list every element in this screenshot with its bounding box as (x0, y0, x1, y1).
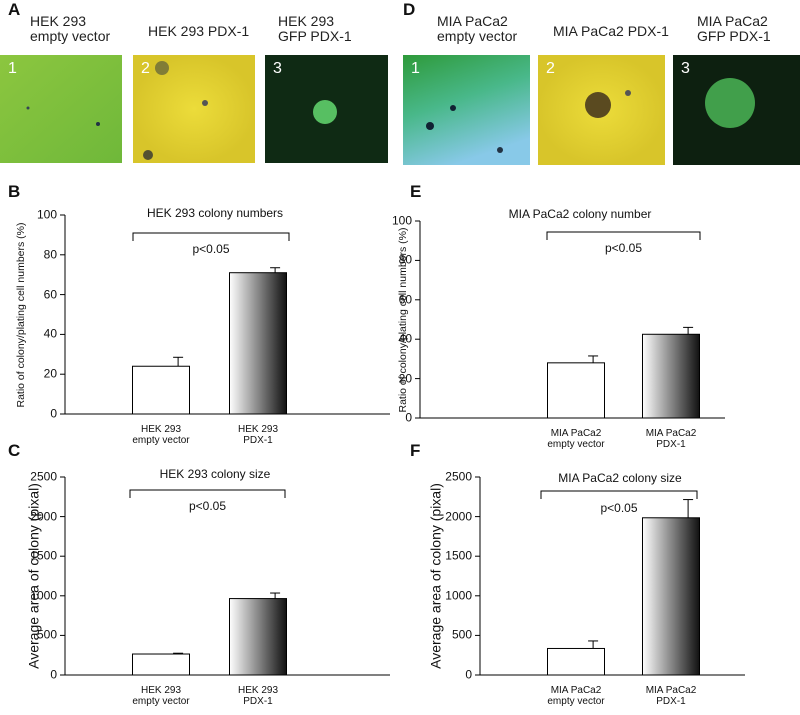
y-tick-label: 1500 (445, 548, 472, 563)
bar (132, 365, 190, 415)
x-tick-label: MIA PaCa2 PDX-1 (645, 428, 697, 450)
y-tick-label: 2500 (30, 469, 57, 484)
y-tick-label: 1500 (30, 548, 57, 563)
x-tick-label: HEK 293 PDX-1 (237, 685, 279, 707)
chart-title: MIA PaCa2 colony number (508, 207, 652, 221)
significance-label: p<0.05 (600, 501, 638, 515)
y-tick-label: 500 (451, 627, 472, 642)
image-number: 3 (681, 60, 690, 77)
image-label: HEK 293 empty vector (30, 13, 111, 45)
colony (96, 122, 100, 126)
colony (426, 122, 434, 130)
image-number: 1 (8, 60, 17, 77)
bar (229, 272, 287, 415)
y-tick-label: 60 (43, 287, 57, 301)
y-axis-label: Average area of colony (pixal) (427, 483, 444, 669)
bar (229, 598, 287, 676)
significance-label: p<0.05 (604, 241, 643, 255)
y-tick-label: 100 (391, 213, 412, 228)
image-number: 1 (411, 60, 420, 77)
bar (642, 517, 700, 676)
y-tick-label: 20 (398, 371, 412, 385)
significance-label: p<0.05 (192, 242, 230, 256)
panel-letter: D (403, 0, 416, 19)
micrograph (133, 55, 255, 163)
y-tick-label: 100 (36, 207, 57, 222)
significance-label: p<0.05 (188, 499, 227, 513)
colony (497, 147, 503, 153)
image-label: MIA PaCa2 empty vector (437, 13, 518, 45)
y-tick-label: 2000 (30, 509, 57, 523)
image-label: HEK 293 PDX-1 (148, 23, 250, 39)
panel-letter: A (8, 0, 21, 19)
significance-bracket (129, 489, 286, 498)
y-tick-label: 60 (398, 292, 412, 307)
x-tick-label: HEK 293 PDX-1 (237, 424, 279, 446)
y-tick-label: 0 (50, 667, 57, 682)
bar (547, 647, 605, 676)
x-tick-label: MIA PaCa2 PDX-1 (645, 685, 697, 707)
bar (547, 362, 605, 419)
x-tick-label: HEK 293 empty vector (132, 685, 190, 707)
y-tick-label: 2000 (445, 509, 472, 523)
y-tick-label: 500 (36, 627, 57, 642)
colony (450, 105, 456, 111)
chart-title: MIA PaCa2 colony size (558, 471, 682, 485)
colony (143, 150, 153, 160)
y-tick-label: 40 (43, 326, 57, 341)
x-tick-label: MIA PaCa2 empty vector (547, 685, 605, 707)
y-tick-label: 2500 (445, 469, 472, 484)
significance-bracket (132, 232, 290, 241)
panel-letter: E (410, 182, 422, 201)
panel-letter: F (410, 441, 421, 460)
y-axis-label: Ratio of colony/plating cell numbers (%) (15, 221, 28, 408)
y-tick-label: 0 (405, 410, 412, 425)
y-tick-label: 40 (398, 331, 412, 346)
bar (642, 333, 700, 419)
image-number: 2 (141, 60, 150, 77)
y-tick-label: 1000 (30, 588, 57, 603)
image-number: 2 (546, 60, 555, 77)
significance-bracket (540, 490, 698, 499)
colony (202, 100, 208, 106)
chart-title: HEK 293 colony numbers (146, 206, 284, 220)
image-number: 3 (273, 60, 282, 77)
colony (705, 78, 755, 128)
x-tick-label: MIA PaCa2 empty vector (547, 428, 605, 450)
colony (26, 106, 30, 110)
micrograph (403, 55, 530, 165)
image-label: HEK 293 GFP PDX-1 (278, 13, 352, 45)
image-label: MIA PaCa2 PDX-1 (553, 23, 669, 39)
bar (132, 653, 190, 676)
x-tick-label: HEK 293 empty vector (132, 424, 190, 446)
y-tick-label: 1000 (445, 588, 472, 603)
panel-letter: B (8, 182, 21, 201)
panel-letter: C (8, 441, 21, 460)
y-tick-label: 0 (465, 667, 472, 682)
micrographs (0, 55, 800, 165)
y-tick-label: 80 (398, 252, 412, 267)
image-label: MIA PaCa2 GFP PDX-1 (697, 13, 771, 45)
colony (313, 100, 337, 124)
colony (625, 90, 631, 96)
micrograph (0, 55, 122, 163)
y-tick-label: 0 (50, 406, 57, 421)
y-tick-label: 20 (43, 366, 57, 381)
significance-bracket (546, 231, 701, 240)
chart-title: HEK 293 colony size (159, 467, 271, 481)
y-tick-label: 80 (43, 247, 57, 262)
colony (585, 92, 611, 118)
colony (155, 61, 169, 75)
